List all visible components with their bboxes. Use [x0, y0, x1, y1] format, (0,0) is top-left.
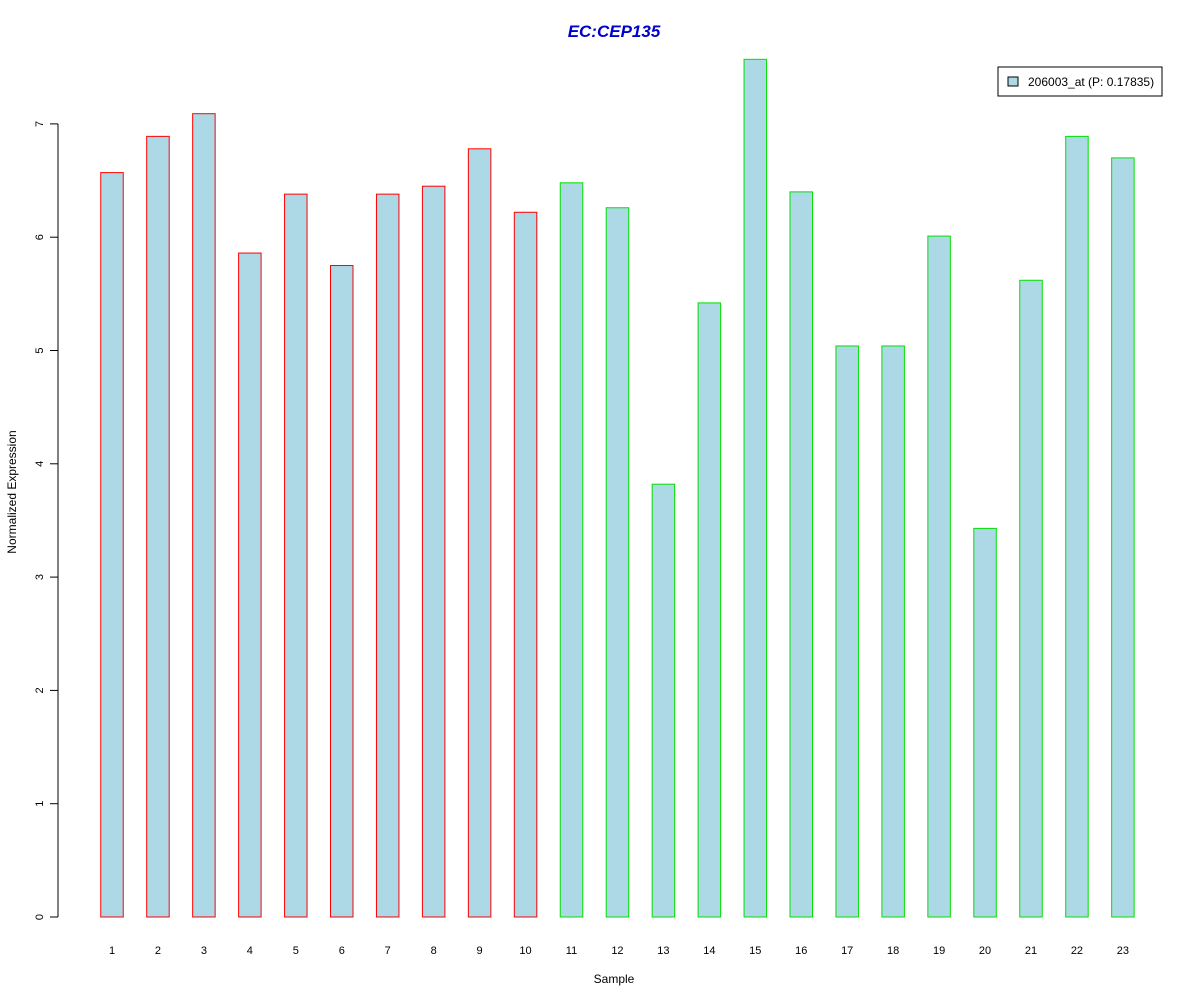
bar-sample-6: [330, 265, 354, 918]
x-tick-label: 13: [657, 945, 669, 957]
bar-sample-4: [238, 252, 262, 918]
bar-sample-17: [835, 345, 859, 918]
x-tick-label: 5: [293, 945, 299, 957]
bar-sample-8: [421, 185, 446, 918]
legend-box: [997, 66, 1163, 97]
bar-sample-21: [1019, 279, 1043, 918]
legend-swatch: [1007, 76, 1019, 87]
x-tick-label: 7: [385, 945, 391, 957]
x-tick-label: 15: [749, 945, 761, 957]
x-tick-label: 8: [431, 945, 437, 957]
x-tick-label: 16: [795, 945, 807, 957]
y-tick-label: 0: [34, 914, 46, 920]
y-axis-title: Normalized Expression: [5, 430, 19, 553]
x-tick-label: 2: [155, 945, 161, 957]
y-tick-label: 2: [34, 687, 46, 693]
y-tick-label: 6: [34, 234, 46, 240]
bar-sample-18: [881, 345, 905, 918]
bar-group: [100, 58, 1135, 918]
x-tick-label: 1: [109, 945, 115, 957]
x-tick-label: 6: [339, 945, 345, 957]
x-tick-labels: 1 2 3 4 5 6 7 8 9 10 11 12 13 14 15 16 17 18 19 20 21 22 23: [109, 945, 1129, 957]
bar-sample-23: [1111, 157, 1135, 918]
y-tick-label: 4: [34, 461, 46, 467]
x-tick-label: 23: [1117, 945, 1129, 957]
x-tick-label: 11: [566, 945, 577, 957]
chart-title: EC:CEP135: [568, 22, 661, 41]
bar-sample-19: [927, 235, 951, 918]
x-tick-label: 4: [247, 945, 253, 957]
bar-sample-12: [605, 207, 630, 918]
bar-sample-5: [284, 193, 308, 918]
bar-sample-14: [697, 302, 722, 918]
x-tick-label: 21: [1025, 945, 1037, 957]
bar-sample-3: [192, 113, 216, 918]
x-tick-label: 22: [1071, 945, 1083, 957]
y-tick-label: 5: [34, 347, 46, 353]
y-tick-label: 1: [34, 801, 46, 807]
y-axis: 0 1 2 3 4 5 6 7: [34, 121, 59, 920]
x-tick-label: 3: [201, 945, 207, 957]
bar-sample-16: [789, 191, 813, 918]
x-tick-label: 14: [703, 945, 715, 957]
bar-sample-2: [146, 135, 170, 918]
legend: 206003_at (P: 0.17835): [997, 66, 1163, 97]
x-tick-label: 19: [933, 945, 945, 957]
x-tick-label: 9: [477, 945, 483, 957]
bar-sample-13: [651, 483, 676, 918]
x-tick-label: 17: [841, 945, 853, 957]
y-tick-label: 7: [34, 121, 46, 127]
bar-sample-11: [559, 182, 584, 918]
bar-sample-9: [467, 148, 492, 918]
x-tick-label: 20: [979, 945, 991, 957]
bar-sample-20: [973, 527, 997, 918]
bar-sample-15: [743, 58, 768, 918]
bar-sample-22: [1065, 135, 1089, 918]
x-tick-label: 12: [611, 945, 623, 957]
bar-sample-10: [513, 211, 538, 918]
x-tick-label: 18: [887, 945, 899, 957]
x-axis-title: Sample: [594, 972, 635, 986]
legend-label: 206003_at (P: 0.17835): [1028, 75, 1154, 89]
bar-sample-7: [375, 193, 400, 918]
y-tick-label: 3: [34, 574, 46, 580]
x-tick-label: 10: [519, 945, 531, 957]
bar-sample-1: [100, 172, 124, 918]
